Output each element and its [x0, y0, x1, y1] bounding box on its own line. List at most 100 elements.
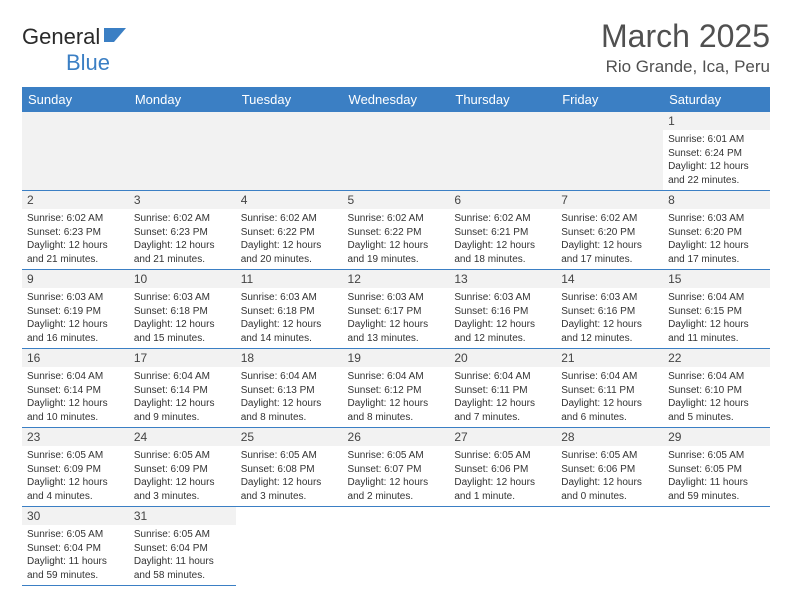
day-number: 1 [663, 112, 770, 130]
day-details: Sunrise: 6:04 AMSunset: 6:14 PMDaylight:… [22, 367, 129, 427]
day-details: Sunrise: 6:04 AMSunset: 6:11 PMDaylight:… [449, 367, 556, 427]
calendar-body: 1Sunrise: 6:01 AMSunset: 6:24 PMDaylight… [22, 112, 770, 586]
day-number: 20 [449, 349, 556, 367]
calendar-day-cell: 6Sunrise: 6:02 AMSunset: 6:21 PMDaylight… [449, 191, 556, 270]
day-number: 4 [236, 191, 343, 209]
day-details: Sunrise: 6:05 AMSunset: 6:08 PMDaylight:… [236, 446, 343, 506]
day-details: Sunrise: 6:02 AMSunset: 6:21 PMDaylight:… [449, 209, 556, 269]
calendar-day-cell [449, 507, 556, 586]
weekday-header: Sunday [22, 87, 129, 112]
weekday-header-row: SundayMondayTuesdayWednesdayThursdayFrid… [22, 87, 770, 112]
calendar-week-row: 1Sunrise: 6:01 AMSunset: 6:24 PMDaylight… [22, 112, 770, 191]
day-number: 29 [663, 428, 770, 446]
calendar-day-cell: 17Sunrise: 6:04 AMSunset: 6:14 PMDayligh… [129, 349, 236, 428]
calendar-week-row: 9Sunrise: 6:03 AMSunset: 6:19 PMDaylight… [22, 270, 770, 349]
day-number: 28 [556, 428, 663, 446]
calendar-day-cell: 16Sunrise: 6:04 AMSunset: 6:14 PMDayligh… [22, 349, 129, 428]
day-number: 15 [663, 270, 770, 288]
calendar-day-cell: 13Sunrise: 6:03 AMSunset: 6:16 PMDayligh… [449, 270, 556, 349]
day-details: Sunrise: 6:03 AMSunset: 6:19 PMDaylight:… [22, 288, 129, 348]
day-details: Sunrise: 6:05 AMSunset: 6:05 PMDaylight:… [663, 446, 770, 506]
day-details: Sunrise: 6:04 AMSunset: 6:10 PMDaylight:… [663, 367, 770, 427]
day-number: 26 [343, 428, 450, 446]
calendar-day-cell [343, 112, 450, 191]
day-details: Sunrise: 6:03 AMSunset: 6:18 PMDaylight:… [236, 288, 343, 348]
day-details: Sunrise: 6:05 AMSunset: 6:09 PMDaylight:… [22, 446, 129, 506]
day-number: 21 [556, 349, 663, 367]
day-details: Sunrise: 6:05 AMSunset: 6:04 PMDaylight:… [129, 525, 236, 585]
logo-text-1: General [22, 24, 100, 49]
calendar-day-cell: 14Sunrise: 6:03 AMSunset: 6:16 PMDayligh… [556, 270, 663, 349]
calendar-day-cell: 26Sunrise: 6:05 AMSunset: 6:07 PMDayligh… [343, 428, 450, 507]
day-details: Sunrise: 6:02 AMSunset: 6:23 PMDaylight:… [22, 209, 129, 269]
day-number: 23 [22, 428, 129, 446]
day-details: Sunrise: 6:05 AMSunset: 6:06 PMDaylight:… [449, 446, 556, 506]
day-details: Sunrise: 6:03 AMSunset: 6:18 PMDaylight:… [129, 288, 236, 348]
calendar-day-cell: 12Sunrise: 6:03 AMSunset: 6:17 PMDayligh… [343, 270, 450, 349]
weekday-header: Tuesday [236, 87, 343, 112]
calendar-day-cell: 5Sunrise: 6:02 AMSunset: 6:22 PMDaylight… [343, 191, 450, 270]
calendar-day-cell: 30Sunrise: 6:05 AMSunset: 6:04 PMDayligh… [22, 507, 129, 586]
calendar-day-cell: 24Sunrise: 6:05 AMSunset: 6:09 PMDayligh… [129, 428, 236, 507]
day-number: 24 [129, 428, 236, 446]
day-number: 30 [22, 507, 129, 525]
day-details: Sunrise: 6:05 AMSunset: 6:06 PMDaylight:… [556, 446, 663, 506]
calendar-day-cell [556, 507, 663, 586]
calendar-day-cell: 11Sunrise: 6:03 AMSunset: 6:18 PMDayligh… [236, 270, 343, 349]
calendar-day-cell: 25Sunrise: 6:05 AMSunset: 6:08 PMDayligh… [236, 428, 343, 507]
day-number: 8 [663, 191, 770, 209]
day-number: 13 [449, 270, 556, 288]
calendar-day-cell: 1Sunrise: 6:01 AMSunset: 6:24 PMDaylight… [663, 112, 770, 191]
day-details: Sunrise: 6:03 AMSunset: 6:17 PMDaylight:… [343, 288, 450, 348]
day-number: 27 [449, 428, 556, 446]
day-details: Sunrise: 6:05 AMSunset: 6:09 PMDaylight:… [129, 446, 236, 506]
calendar-day-cell: 9Sunrise: 6:03 AMSunset: 6:19 PMDaylight… [22, 270, 129, 349]
calendar-day-cell: 21Sunrise: 6:04 AMSunset: 6:11 PMDayligh… [556, 349, 663, 428]
day-number: 12 [343, 270, 450, 288]
day-details: Sunrise: 6:02 AMSunset: 6:22 PMDaylight:… [236, 209, 343, 269]
calendar-day-cell: 7Sunrise: 6:02 AMSunset: 6:20 PMDaylight… [556, 191, 663, 270]
day-number: 2 [22, 191, 129, 209]
location: Rio Grande, Ica, Peru [601, 57, 770, 77]
day-number: 17 [129, 349, 236, 367]
calendar-week-row: 30Sunrise: 6:05 AMSunset: 6:04 PMDayligh… [22, 507, 770, 586]
calendar-day-cell: 28Sunrise: 6:05 AMSunset: 6:06 PMDayligh… [556, 428, 663, 507]
calendar-day-cell: 8Sunrise: 6:03 AMSunset: 6:20 PMDaylight… [663, 191, 770, 270]
day-details: Sunrise: 6:05 AMSunset: 6:04 PMDaylight:… [22, 525, 129, 585]
logo-text-2: Blue [22, 50, 110, 75]
calendar-page: General Blue March 2025 Rio Grande, Ica,… [0, 0, 792, 586]
calendar-day-cell: 22Sunrise: 6:04 AMSunset: 6:10 PMDayligh… [663, 349, 770, 428]
calendar-day-cell [449, 112, 556, 191]
day-number: 5 [343, 191, 450, 209]
day-number: 19 [343, 349, 450, 367]
day-details: Sunrise: 6:03 AMSunset: 6:16 PMDaylight:… [556, 288, 663, 348]
day-number: 14 [556, 270, 663, 288]
logo: General Blue [22, 24, 130, 76]
calendar-day-cell: 4Sunrise: 6:02 AMSunset: 6:22 PMDaylight… [236, 191, 343, 270]
calendar-day-cell: 2Sunrise: 6:02 AMSunset: 6:23 PMDaylight… [22, 191, 129, 270]
weekday-header: Wednesday [343, 87, 450, 112]
day-number: 16 [22, 349, 129, 367]
day-number: 31 [129, 507, 236, 525]
day-details: Sunrise: 6:04 AMSunset: 6:11 PMDaylight:… [556, 367, 663, 427]
calendar-day-cell [663, 507, 770, 586]
day-details: Sunrise: 6:04 AMSunset: 6:15 PMDaylight:… [663, 288, 770, 348]
calendar-day-cell: 29Sunrise: 6:05 AMSunset: 6:05 PMDayligh… [663, 428, 770, 507]
calendar-day-cell: 27Sunrise: 6:05 AMSunset: 6:06 PMDayligh… [449, 428, 556, 507]
calendar-day-cell: 15Sunrise: 6:04 AMSunset: 6:15 PMDayligh… [663, 270, 770, 349]
calendar-day-cell [556, 112, 663, 191]
day-details: Sunrise: 6:05 AMSunset: 6:07 PMDaylight:… [343, 446, 450, 506]
day-details: Sunrise: 6:02 AMSunset: 6:22 PMDaylight:… [343, 209, 450, 269]
day-number: 9 [22, 270, 129, 288]
calendar-day-cell: 20Sunrise: 6:04 AMSunset: 6:11 PMDayligh… [449, 349, 556, 428]
day-number: 7 [556, 191, 663, 209]
day-details: Sunrise: 6:02 AMSunset: 6:23 PMDaylight:… [129, 209, 236, 269]
day-details: Sunrise: 6:02 AMSunset: 6:20 PMDaylight:… [556, 209, 663, 269]
calendar-day-cell: 10Sunrise: 6:03 AMSunset: 6:18 PMDayligh… [129, 270, 236, 349]
calendar-day-cell: 19Sunrise: 6:04 AMSunset: 6:12 PMDayligh… [343, 349, 450, 428]
calendar-day-cell: 31Sunrise: 6:05 AMSunset: 6:04 PMDayligh… [129, 507, 236, 586]
day-number: 10 [129, 270, 236, 288]
day-number: 25 [236, 428, 343, 446]
day-number: 11 [236, 270, 343, 288]
day-details: Sunrise: 6:04 AMSunset: 6:13 PMDaylight:… [236, 367, 343, 427]
